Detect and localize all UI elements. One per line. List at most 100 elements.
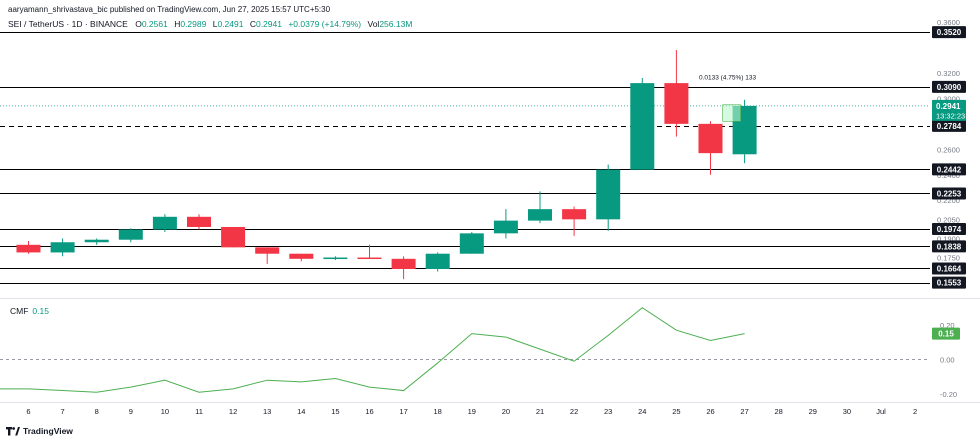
time-tick-label: 16: [365, 407, 373, 416]
candle-body: [562, 209, 587, 220]
candle-body: [493, 220, 518, 234]
cmf-value-badge: [932, 327, 960, 340]
level-badge: [932, 80, 966, 93]
price-tick-label: 0.3000: [937, 94, 960, 103]
cmf-legend[interactable]: CMF 0.15: [10, 306, 49, 316]
candle-body: [118, 229, 143, 240]
time-tick-label: 9: [129, 407, 133, 416]
cmf-name: CMF: [10, 306, 29, 316]
level-badge: [932, 276, 966, 289]
ohlc-change-value: +0.0379 (+14.79%): [288, 19, 362, 29]
time-tick-label: 28: [775, 407, 783, 416]
time-tick-label: 26: [706, 407, 714, 416]
time-axis[interactable]: 6 7 8 9 10 11 12 13 14 15 16 17 18 19 20 21 22 23 24 25 26 27…: [0, 402, 980, 417]
measure-box: [722, 104, 741, 122]
level-badge-label: 0.3090: [937, 83, 962, 92]
time-tick-label: 8: [95, 407, 99, 416]
ohlc-open-key: O: [135, 19, 142, 29]
candle-body: [391, 258, 416, 269]
tradingview-logo-icon: [6, 426, 20, 435]
candle-body: [323, 257, 348, 260]
time-tick-label: 21: [536, 407, 544, 416]
candle-body: [84, 239, 109, 243]
level-badge: [932, 240, 966, 253]
candle-body: [459, 233, 484, 254]
volume-value: 256.13M: [379, 19, 413, 29]
legend-ohlc: SEI / TetherUS · 1D · BINANCE O0.2561 H 0…: [8, 19, 416, 29]
candle-body: [528, 209, 552, 221]
cmf-line: [0, 307, 745, 393]
candle-body: [664, 83, 689, 124]
ohlc-close-key: C: [249, 19, 256, 29]
time-tick-label: 18: [434, 407, 442, 416]
ohlc-close-value: 0.2941: [255, 19, 282, 29]
current-price-label: 0.2941: [936, 102, 961, 111]
level-badge: [932, 163, 966, 176]
tradingview-logo[interactable]: TradingView: [6, 426, 73, 436]
candlestick-series: [16, 50, 757, 280]
candle-body: [255, 247, 280, 254]
level-badge: [932, 262, 966, 275]
measure-annotation: 0.0133 (4.75%) 133: [699, 74, 756, 122]
ohlc-high-key: H: [174, 19, 181, 29]
candle-body: [357, 257, 382, 260]
price-tick-label: 0.2050: [937, 215, 960, 224]
level-badge-label: 0.1553: [937, 279, 962, 288]
time-tick-label: 11: [195, 407, 203, 416]
time-tick-label: 29: [809, 407, 817, 416]
cmf-tick-label: 0.20: [940, 321, 955, 330]
time-tick-label: Jul: [876, 407, 886, 416]
ohlc-low-key: L: [212, 19, 218, 29]
candle-body: [698, 123, 723, 154]
time-tick-label: 15: [331, 407, 339, 416]
level-badge-label: 0.1974: [937, 225, 962, 234]
price-tick-label: 0.1750: [937, 254, 960, 263]
time-tick-label: 12: [229, 407, 237, 416]
time-tick-label: 6: [26, 407, 30, 416]
level-badge: [932, 26, 966, 39]
candle-body: [152, 216, 177, 230]
volume-key: Vol: [367, 19, 380, 29]
tradingview-logo-text: TradingView: [23, 426, 73, 436]
time-tick-label: 19: [468, 407, 476, 416]
time-tick-label: 10: [161, 407, 169, 416]
candle-body: [630, 83, 655, 170]
time-tick-label: 17: [399, 407, 407, 416]
time-tick-label: 14: [297, 407, 305, 416]
price-tick-label: 0.1900: [937, 234, 960, 243]
price-tick-label: 0.3200: [937, 69, 960, 78]
time-tick-label: 24: [638, 407, 646, 416]
time-tick-label: 7: [61, 407, 65, 416]
publisher-line: aaryamann_shrivastava_bic published on T…: [8, 5, 331, 14]
candle-body: [425, 253, 450, 269]
time-tick-label: 27: [740, 407, 748, 416]
time-tick-label: 23: [604, 407, 612, 416]
candle-body: [289, 253, 314, 259]
price-tick-label: 0.2600: [937, 145, 960, 154]
symbol-title[interactable]: SEI / TetherUS · 1D · BINANCE: [8, 19, 128, 29]
candle-body: [16, 244, 41, 253]
cmf-axis[interactable]: 0.20 0.00 -0.20 0.15: [932, 321, 960, 399]
countdown-label: 13:32:23: [936, 111, 965, 120]
level-badge-label: 0.1664: [937, 264, 962, 273]
level-badge: [932, 223, 966, 236]
cmf-tick-label: -0.20: [940, 390, 957, 399]
ohlc-low-value: 0.2491: [217, 19, 244, 29]
current-price-badge: [932, 99, 966, 121]
measure-label: 0.0133 (4.75%) 133: [699, 74, 756, 81]
candle-body: [50, 242, 75, 253]
level-badge-label: 0.3520: [937, 28, 962, 37]
candle-body: [596, 169, 621, 220]
ohlc-open-value: 0.2561: [141, 19, 168, 29]
price-axis[interactable]: 0.36000.32000.30000.26000.24000.22000.20…: [932, 18, 966, 289]
cmf-tick-label: 0.00: [940, 356, 955, 365]
price-tick-label: 0.2200: [937, 196, 960, 205]
cmf-current-value: 0.15: [32, 306, 49, 316]
time-tick-label: 25: [672, 407, 680, 416]
level-badge-label: 0.2442: [937, 165, 962, 174]
level-badge-label: 0.2784: [937, 122, 962, 131]
candle-body: [187, 216, 211, 227]
level-badge-label: 0.1838: [937, 242, 962, 251]
level-badge-label: 0.2253: [937, 189, 962, 198]
